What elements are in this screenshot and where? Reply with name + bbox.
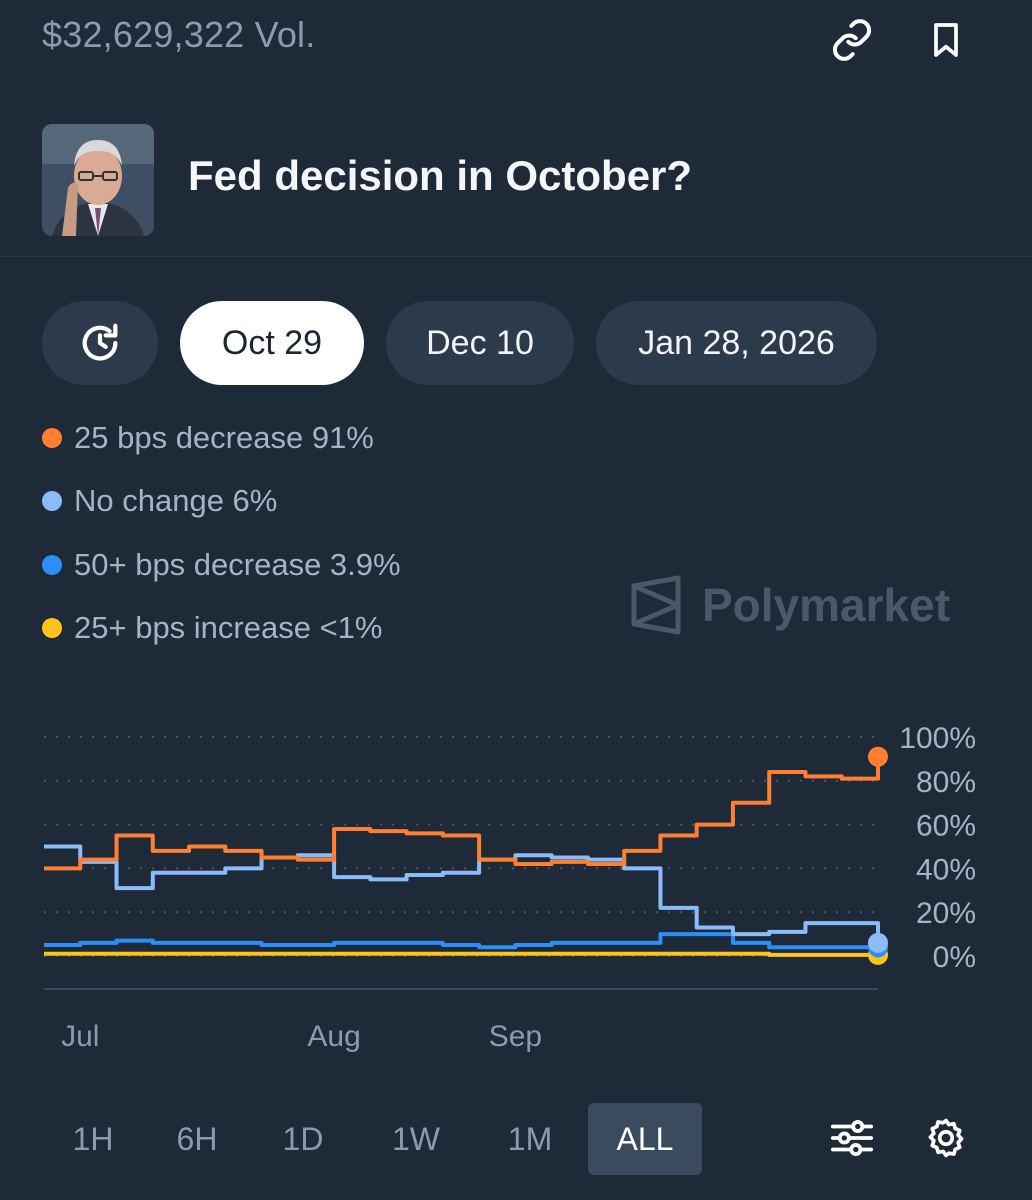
legend-item-25bps-increase: 25+ bps increase <1% [42, 610, 383, 646]
probability-chart[interactable]: 100% 80% 60% 40% 20% 0% Jul Aug Sep [0, 700, 1032, 1070]
bookmark-icon[interactable] [918, 12, 974, 68]
legend-label: 25 bps decrease 91% [74, 420, 374, 455]
range-6h-button[interactable]: 6H [176, 1120, 218, 1157]
y-tick-label: 20% [916, 897, 976, 930]
legend-item-25bps-decrease: 25 bps decrease 91% [42, 420, 374, 456]
x-tick-label: Aug [307, 1020, 360, 1053]
series-line-25-bps-decrease [44, 756, 880, 871]
legend-label: 50+ bps decrease 3.9% [74, 547, 401, 582]
market-title: Fed decision in October? [188, 152, 693, 199]
range-1m-button[interactable]: 1M [507, 1120, 553, 1157]
series-endpoint [868, 746, 888, 767]
x-tick-label: Sep [489, 1020, 542, 1053]
legend-label: 25+ bps increase <1% [74, 610, 383, 645]
header-divider [0, 256, 1032, 257]
y-tick-label: 40% [916, 853, 976, 886]
legend-dot [42, 618, 62, 638]
link-icon[interactable] [824, 12, 880, 68]
series-line-25-bps-increase [44, 951, 878, 957]
series-line-50-bps-decrease [44, 932, 880, 950]
legend-dot [42, 491, 62, 511]
polymarket-logo-icon [631, 575, 681, 635]
tab-oct-29[interactable]: Oct 29 [180, 301, 364, 385]
range-all-button[interactable]: ALL [588, 1103, 702, 1175]
legend-item-no-change: No change 6% [42, 483, 277, 519]
x-tick-label: Jul [61, 1020, 99, 1053]
series-endpoint [868, 932, 888, 953]
gear-icon[interactable] [918, 1110, 974, 1166]
range-1d-button[interactable]: 1D [282, 1120, 324, 1157]
polymarket-watermark: Polymarket [630, 574, 950, 636]
range-1w-button[interactable]: 1W [392, 1120, 440, 1157]
watermark-text: Polymarket [702, 579, 951, 631]
range-1h-button[interactable]: 1H [72, 1120, 114, 1157]
legend-dot [42, 428, 62, 448]
tab-dec-10[interactable]: Dec 10 [386, 301, 574, 385]
market-avatar [42, 124, 154, 236]
series-line-no-change [44, 844, 880, 943]
legend-dot [42, 555, 62, 575]
y-tick-label: 100% [899, 722, 976, 755]
legend-item-50bps-decrease: 50+ bps decrease 3.9% [42, 547, 401, 583]
y-tick-label: 0% [933, 941, 976, 974]
sliders-icon[interactable] [824, 1110, 880, 1166]
legend-label: No change 6% [74, 483, 278, 518]
y-tick-label: 60% [916, 810, 976, 843]
volume-text: $32,629,322 Vol. [42, 14, 316, 55]
tab-jan-28-2026[interactable]: Jan 28, 2026 [596, 301, 877, 385]
y-tick-label: 80% [916, 766, 976, 799]
history-icon [82, 323, 118, 361]
history-button[interactable] [42, 301, 158, 385]
